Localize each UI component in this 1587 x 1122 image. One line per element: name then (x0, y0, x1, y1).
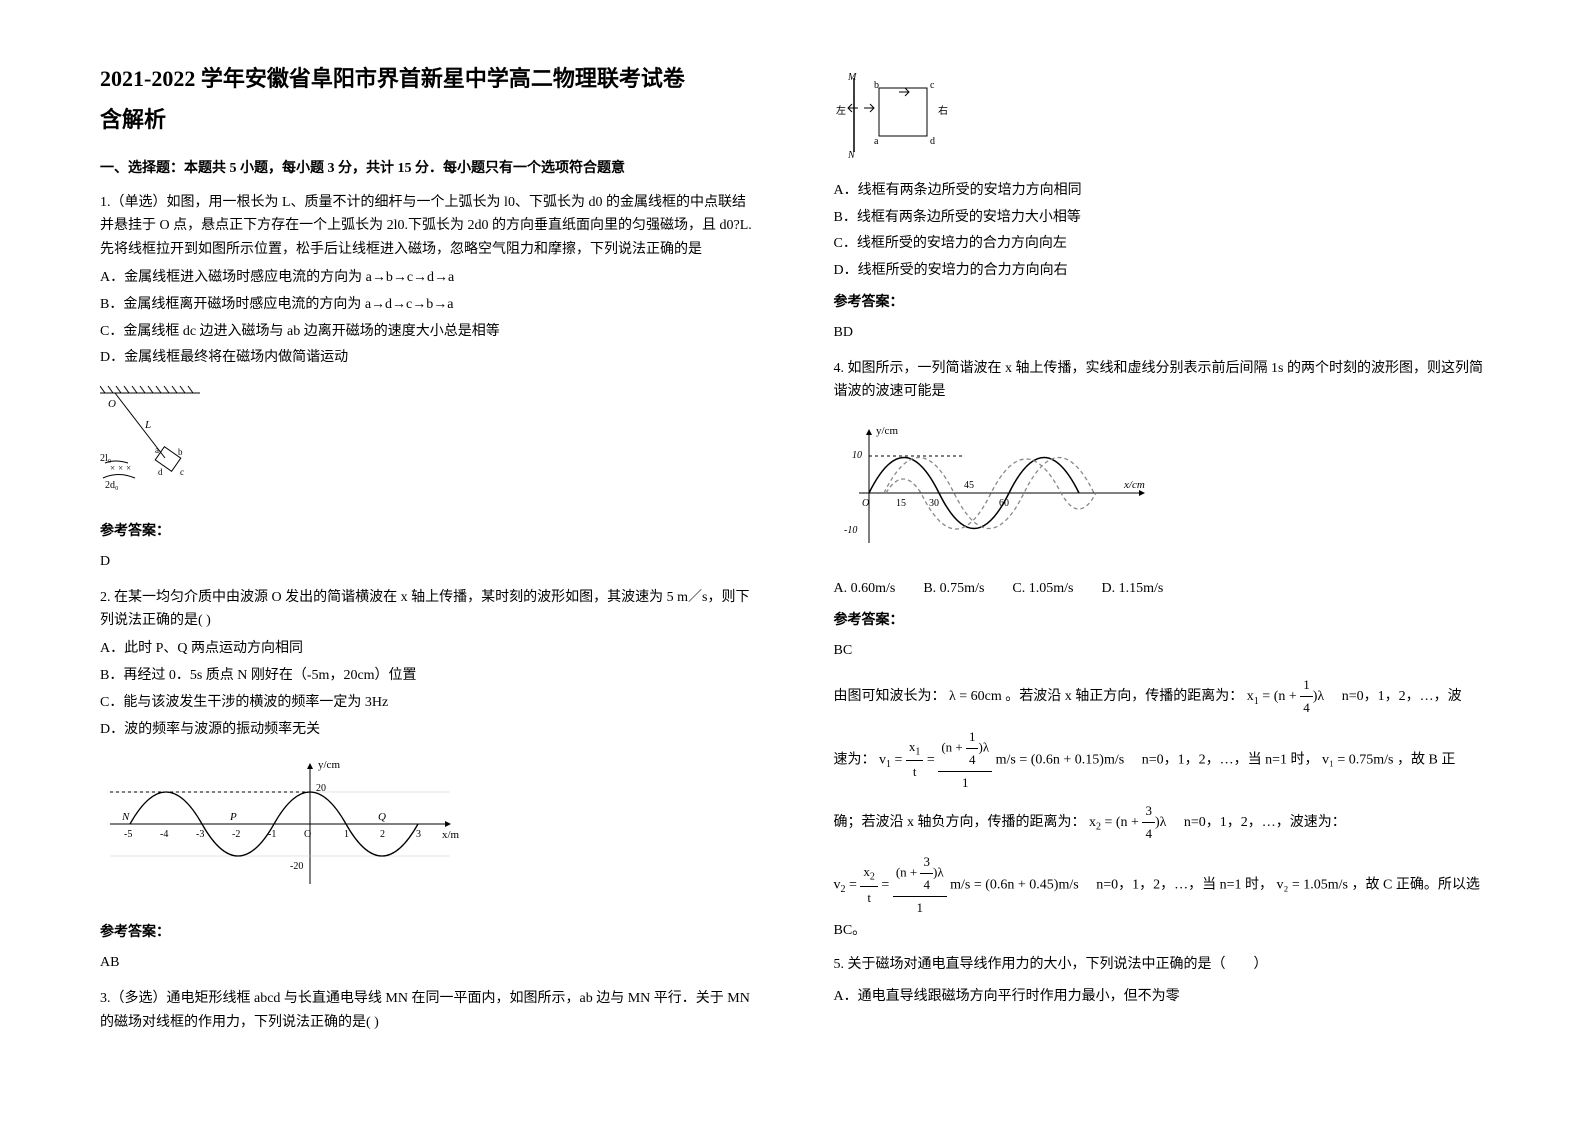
q1-intro: 1.（单选）如图，用一根长为 L、质量不计的细杆与一个上弧长为 l0、下弧长为 … (100, 191, 754, 262)
section-heading: 一、选择题：本题共 5 小题，每小题 3 分，共计 15 分．每小题只有一个选项… (100, 157, 754, 181)
page-subtitle: 含解析 (100, 101, 754, 138)
svg-text:x/cm: x/cm (1123, 479, 1145, 491)
q5-intro: 5. 关于磁场对通电直导线作用力的大小，下列说法中正确的是（ ） (834, 953, 1488, 977)
q3-intro: 3.（多选）通电矩形线框 abcd 与长直通电导线 MN 在同一平面内，如图所示… (100, 987, 754, 1035)
svg-text:×: × (110, 463, 115, 473)
q4-v2: v₂ = 1.05m/s (1277, 877, 1349, 892)
svg-text:y/cm: y/cm (318, 759, 340, 771)
q3-answer-label: 参考答案： (834, 291, 1488, 315)
q4-nnote-d: n=0，1，2，…，当 n=1 时， (1082, 877, 1273, 892)
svg-text:3: 3 (416, 829, 421, 840)
svg-text:Q: Q (378, 811, 386, 823)
q2-diagram: y/cm x/m 20 -20 -5 -4 -3 -2 -1 O 1 2 3 N P Q (100, 754, 460, 903)
svg-text:2d₀: 2d₀ (105, 480, 119, 491)
q2-intro: 2. 在某一均匀介质中由波源 O 发出的简谐横波在 x 轴上传播，某时刻的波形如… (100, 586, 754, 634)
q2-opt-a: A．此时 P、Q 两点运动方向相同 (100, 637, 754, 661)
svg-text:45: 45 (964, 480, 974, 491)
svg-text:-1: -1 (268, 829, 276, 840)
svg-text:1: 1 (344, 829, 349, 840)
q3-opt-b: B．线框有两条边所受的安培力大小相等 (834, 206, 1488, 230)
svg-text:b: b (874, 80, 879, 91)
q1-opt-c: C．金属线框 dc 边进入磁场与 ab 边离开磁场的速度大小总是相等 (100, 320, 754, 344)
svg-text:d: d (158, 467, 163, 477)
page-title: 2021-2022 学年安徽省阜阳市界首新星中学高二物理联考试卷 (100, 60, 754, 97)
svg-text:a: a (874, 136, 879, 147)
svg-text:O: O (862, 498, 869, 509)
q1-opt-a: A．金属线框进入磁场时感应电流的方向为 a→b→c→d→a (100, 266, 754, 290)
q2-opt-b: B．再经过 0．5s 质点 N 刚好在（-5m，20cm）位置 (100, 664, 754, 688)
q3-opt-c: C．线框所受的安培力的合力方向向左 (834, 232, 1488, 256)
svg-text:2: 2 (380, 829, 385, 840)
svg-text:a: a (155, 445, 159, 455)
svg-text:-3: -3 (196, 829, 204, 840)
q4-exp-1b: 。若波沿 x 轴正方向，传播的距离为： (1005, 689, 1243, 704)
svg-text:左: 左 (836, 104, 846, 117)
q4-exp-2: 速为： v1 = x1t = (n + 14)λ1 m/s = (0.6n + … (834, 726, 1488, 794)
svg-text:N: N (121, 811, 130, 823)
q4-exp-2a: 速为： (834, 752, 876, 767)
q3-opt-a: A．线框有两条边所受的安培力方向相同 (834, 179, 1488, 203)
svg-text:P: P (229, 811, 237, 823)
svg-text:O: O (304, 829, 311, 840)
svg-text:d: d (930, 136, 935, 147)
q4-exp-3a: 确；若波沿 x 轴负方向，传播的距离为： (834, 815, 1086, 830)
svg-text:c: c (930, 80, 935, 91)
svg-text:-20: -20 (290, 861, 303, 872)
svg-text:O: O (108, 398, 116, 410)
svg-text:N: N (847, 150, 856, 160)
q2-opt-d: D．波的频率与波源的振动频率无关 (100, 718, 754, 742)
svg-text:M: M (847, 72, 857, 83)
q4-exp-1a: 由图可知波长为： (834, 689, 946, 704)
q4-nnote-b: n=0，1，2，…，当 n=1 时， (1128, 752, 1319, 767)
q4-exp-3: 确；若波沿 x 轴负方向，传播的距离为： x2 = (n + 34)λ n=0，… (834, 800, 1488, 845)
svg-text:10: 10 (852, 450, 862, 461)
q4-lambda: λ = 60cm (949, 689, 1002, 704)
q4-nnote-a: n=0，1，2，…，波 (1328, 689, 1462, 704)
q4-intro: 4. 如图所示，一列简谐波在 x 轴上传播，实线和虚线分别表示前后间隔 1s 的… (834, 357, 1488, 405)
q4-exp-1: 由图可知波长为： λ = 60cm 。若波沿 x 轴正方向，传播的距离为： x1… (834, 674, 1488, 719)
q1-diagram: O L ab dc 2l₀ 2d₀ ××× (100, 383, 210, 502)
q5-opt-a: A．通电直导线跟磁场方向平行时作用力最小，但不为零 (834, 985, 1488, 1009)
q4-answer-label: 参考答案： (834, 609, 1488, 633)
q4-exp-2b: ，故 B 正 (1397, 752, 1455, 767)
q3-diagram: M N b c a d 左 右 (834, 70, 954, 169)
svg-text:-10: -10 (844, 525, 857, 536)
q2-answer-label: 参考答案： (100, 921, 754, 945)
q1-opt-d: D．金属线框最终将在磁场内做简谐运动 (100, 346, 754, 370)
q3-opt-d: D．线框所受的安培力的合力方向向右 (834, 259, 1488, 283)
q1-answer-label: 参考答案： (100, 520, 754, 544)
svg-text:b: b (178, 447, 183, 457)
q4-nnote-c: n=0，1，2，…，波速为： (1170, 815, 1346, 830)
svg-text:×: × (118, 463, 123, 473)
q4-diagram: y/cm x/cm 10 -10 1530 4560 O (834, 418, 1154, 567)
q1-opt-b: B．金属线框离开磁场时感应电流的方向为 a→d→c→b→a (100, 293, 754, 317)
svg-text:x/m: x/m (442, 829, 460, 841)
svg-text:-2: -2 (232, 829, 240, 840)
q1-answer: D (100, 550, 754, 574)
q4-answer: BC (834, 639, 1488, 663)
q4-x1: x1 = (n + 14)λ (1247, 689, 1324, 704)
svg-text:15: 15 (896, 498, 906, 509)
q4-opts: A. 0.60m/s B. 0.75m/s C. 1.05m/s D. 1.15… (834, 577, 1488, 601)
svg-text:-4: -4 (160, 829, 168, 840)
svg-text:c: c (180, 467, 184, 477)
svg-text:30: 30 (929, 498, 939, 509)
svg-text:-5: -5 (124, 829, 132, 840)
q2-opt-c: C．能与该波发生干涉的横波的频率一定为 3Hz (100, 691, 754, 715)
q3-answer: BD (834, 321, 1488, 345)
q4-v1: v₁ = 0.75m/s (1322, 752, 1394, 767)
svg-text:右: 右 (938, 104, 948, 117)
svg-text:L: L (144, 419, 151, 431)
svg-text:×: × (126, 463, 131, 473)
q4-exp-4: v2 = x2t = (n + 34)λ1 m/s = (0.6n + 0.45… (834, 851, 1488, 943)
svg-text:y/cm: y/cm (876, 425, 898, 437)
q2-answer: AB (100, 951, 754, 975)
svg-text:20: 20 (316, 783, 326, 794)
